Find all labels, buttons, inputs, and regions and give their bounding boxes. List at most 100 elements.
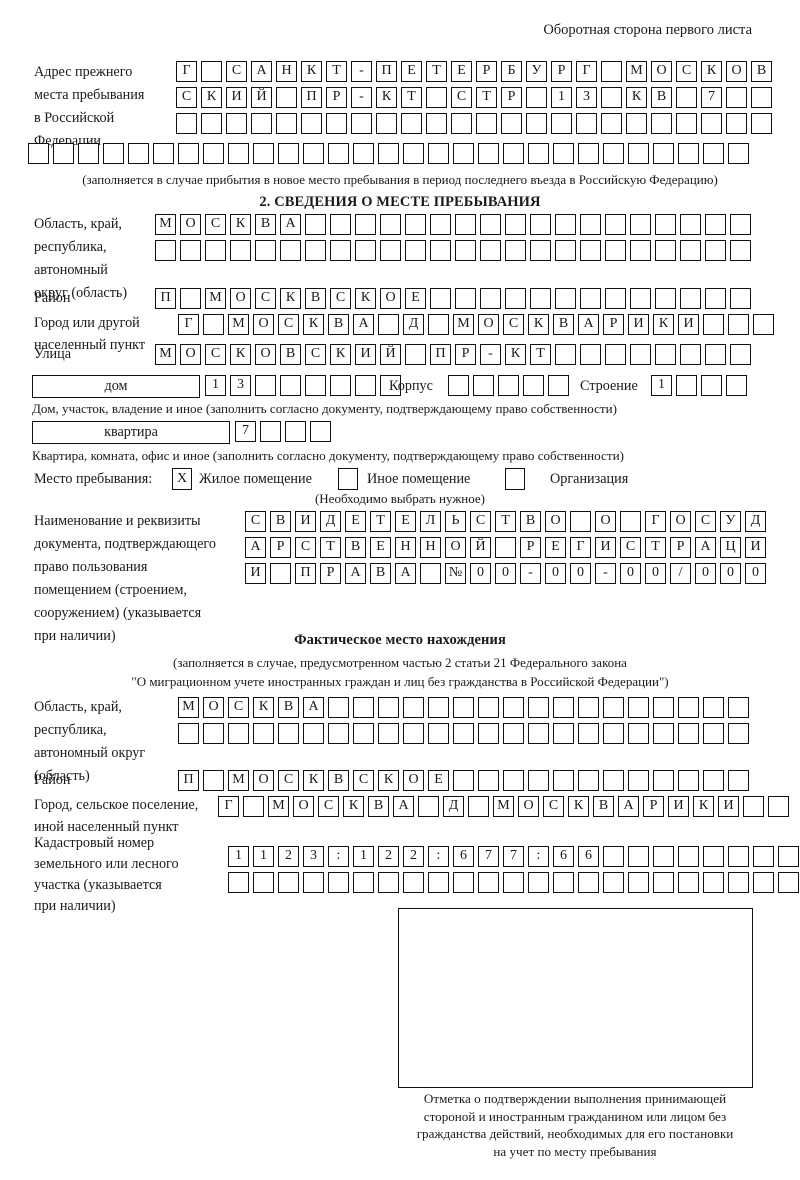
previous-address-row-2-cell-8[interactable]: - <box>351 87 372 108</box>
city-row-cell-2[interactable] <box>203 314 224 335</box>
document-basis-row-1-cell-1[interactable]: С <box>245 511 266 532</box>
actual-region-row-1-cell-9[interactable] <box>378 697 399 718</box>
cadastral-row-2-cell-15[interactable] <box>578 872 599 893</box>
previous-address-row-4-cell-9[interactable] <box>228 143 249 164</box>
actual-region-row-2-cell-20[interactable] <box>653 723 674 744</box>
document-basis-row-3-cell-16[interactable]: 0 <box>620 563 641 584</box>
document-basis-row-1-cell-7[interactable]: Е <box>395 511 416 532</box>
document-basis-row-1-cell-21[interactable]: Д <box>745 511 766 532</box>
region-row-1-cell-6[interactable]: А <box>280 214 301 235</box>
region-row-2-cell-23[interactable] <box>705 240 726 261</box>
document-basis-row-3-cell-12[interactable]: - <box>520 563 541 584</box>
street-row-cell-5[interactable]: О <box>255 344 276 365</box>
region-row-2-cell-2[interactable] <box>180 240 201 261</box>
region-row-2-cell-19[interactable] <box>605 240 626 261</box>
region-row-1-cell-10[interactable] <box>380 214 401 235</box>
district-row-cell-20[interactable] <box>630 288 651 309</box>
actual-city-row-cell-10[interactable]: Д <box>443 796 464 817</box>
previous-address-row-4-cell-18[interactable] <box>453 143 474 164</box>
previous-address-row-3-cell-15[interactable] <box>526 113 547 134</box>
district-row-cell-8[interactable]: С <box>330 288 351 309</box>
district-row-cell-10[interactable]: О <box>380 288 401 309</box>
previous-address-row-2-cell-1[interactable]: С <box>176 87 197 108</box>
district-row-cell-24[interactable] <box>730 288 751 309</box>
actual-city-row-cell-13[interactable]: О <box>518 796 539 817</box>
previous-address-row-1-cell-9[interactable]: П <box>376 61 397 82</box>
previous-address-row-3-cell-23[interactable] <box>726 113 747 134</box>
cadastral-row-1-cell-17[interactable] <box>628 846 649 867</box>
previous-address-row-3-cell-19[interactable] <box>626 113 647 134</box>
previous-address-row-3-cell-21[interactable] <box>676 113 697 134</box>
document-basis-row-1-cell-16[interactable] <box>620 511 641 532</box>
previous-address-row-2-cell-14[interactable]: Р <box>501 87 522 108</box>
city-row-cell-24[interactable] <box>753 314 774 335</box>
actual-district-row-cell-4[interactable]: О <box>253 770 274 791</box>
region-row-2-cell-7[interactable] <box>305 240 326 261</box>
actual-city-row-cell-7[interactable]: В <box>368 796 389 817</box>
actual-city-row-cell-18[interactable]: Р <box>643 796 664 817</box>
city-row-cell-20[interactable]: К <box>653 314 674 335</box>
document-basis-row-3-cell-7[interactable]: А <box>395 563 416 584</box>
previous-address-row-3-cell-20[interactable] <box>651 113 672 134</box>
cadastral-row-1-cell-13[interactable]: : <box>528 846 549 867</box>
cadastral-row-2-cell-22[interactable] <box>753 872 774 893</box>
document-basis-row-3-cell-11[interactable]: 0 <box>495 563 516 584</box>
actual-region-row-2-cell-1[interactable] <box>178 723 199 744</box>
city-row-cell-14[interactable]: С <box>503 314 524 335</box>
region-row-1-cell-23[interactable] <box>705 214 726 235</box>
actual-district-row-cell-19[interactable] <box>628 770 649 791</box>
document-basis-row-2-cell-14[interactable]: Г <box>570 537 591 558</box>
cadastral-row-2-cell-9[interactable] <box>428 872 449 893</box>
region-row-2-cell-6[interactable] <box>280 240 301 261</box>
street-row-cell-24[interactable] <box>730 344 751 365</box>
document-basis-row-3-cell-14[interactable]: 0 <box>570 563 591 584</box>
document-basis-row-1-cell-20[interactable]: У <box>720 511 741 532</box>
actual-district-row-cell-1[interactable]: П <box>178 770 199 791</box>
previous-address-row-4-cell-14[interactable] <box>353 143 374 164</box>
cadastral-row-2-cell-8[interactable] <box>403 872 424 893</box>
actual-region-row-1-cell-5[interactable]: В <box>278 697 299 718</box>
previous-address-row-3-cell-22[interactable] <box>701 113 722 134</box>
previous-address-row-3-cell-9[interactable] <box>376 113 397 134</box>
document-basis-row-3-cell-2[interactable] <box>270 563 291 584</box>
previous-address-row-1-cell-23[interactable]: О <box>726 61 747 82</box>
actual-city-row-cell-8[interactable]: А <box>393 796 414 817</box>
region-row-1-cell-18[interactable] <box>580 214 601 235</box>
previous-address-row-3-cell-13[interactable] <box>476 113 497 134</box>
district-row-cell-1[interactable]: П <box>155 288 176 309</box>
region-row-1-cell-11[interactable] <box>405 214 426 235</box>
actual-region-row-1-cell-1[interactable]: М <box>178 697 199 718</box>
actual-district-row-cell-23[interactable] <box>728 770 749 791</box>
district-row-cell-7[interactable]: В <box>305 288 326 309</box>
korpus-cells[interactable] <box>448 375 569 396</box>
document-basis-row-3-cell-18[interactable]: / <box>670 563 691 584</box>
actual-region-row-2-cell-3[interactable] <box>228 723 249 744</box>
city-row-cell-15[interactable]: К <box>528 314 549 335</box>
previous-address-row-4-cell-4[interactable] <box>103 143 124 164</box>
district-row-cell-22[interactable] <box>680 288 701 309</box>
cadastral-row-1-cell-14[interactable]: 6 <box>553 846 574 867</box>
previous-address-row-3-cell-6[interactable] <box>301 113 322 134</box>
street-row-cell-22[interactable] <box>680 344 701 365</box>
cadastral-row-2-cell-13[interactable] <box>528 872 549 893</box>
region-row-1-cell-7[interactable] <box>305 214 326 235</box>
previous-address-row-3-cell-17[interactable] <box>576 113 597 134</box>
previous-address-row-1-cell-8[interactable]: - <box>351 61 372 82</box>
previous-address-row-2-cell-17[interactable]: 3 <box>576 87 597 108</box>
city-row-cell-19[interactable]: И <box>628 314 649 335</box>
actual-region-row-2-cell-11[interactable] <box>428 723 449 744</box>
street-row-cell-11[interactable] <box>405 344 426 365</box>
house-cells-cell-7[interactable] <box>355 375 376 396</box>
cadastral-row-2-cell-1[interactable] <box>228 872 249 893</box>
house-cells-cell-1[interactable]: 1 <box>205 375 226 396</box>
region-row-2-cell-1[interactable] <box>155 240 176 261</box>
previous-address-row-2-cell-19[interactable]: К <box>626 87 647 108</box>
previous-address-row-4-cell-20[interactable] <box>503 143 524 164</box>
actual-city-row-cell-21[interactable]: И <box>718 796 739 817</box>
actual-region-row-1-cell-23[interactable] <box>728 697 749 718</box>
cadastral-row-1-cell-21[interactable] <box>728 846 749 867</box>
city-row-cell-6[interactable]: К <box>303 314 324 335</box>
